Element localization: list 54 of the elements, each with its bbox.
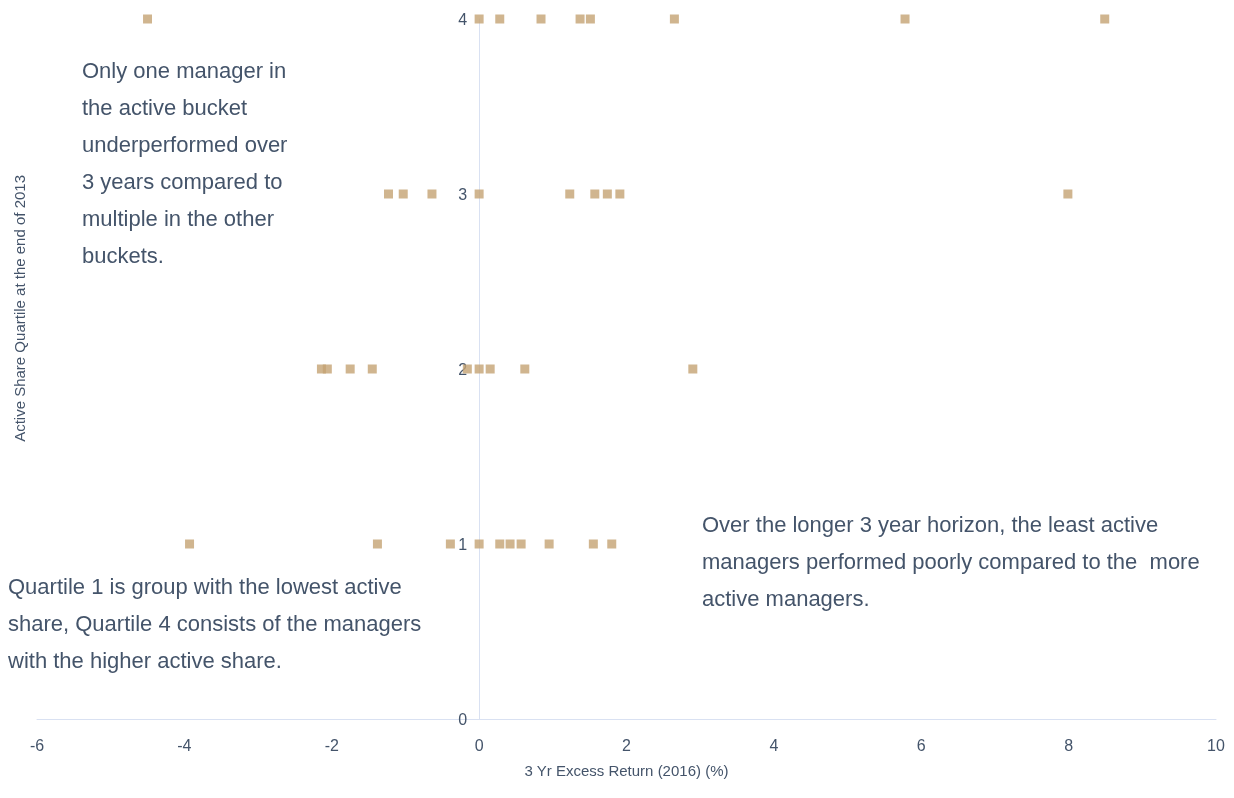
point <box>536 14 546 24</box>
point <box>607 539 617 549</box>
point <box>485 364 495 374</box>
point <box>585 14 595 24</box>
point <box>367 364 377 374</box>
point <box>505 539 515 549</box>
point <box>474 14 484 24</box>
x-tick-label: 10 <box>1207 736 1225 754</box>
x-tick-label: -6 <box>29 736 45 754</box>
point <box>565 189 575 199</box>
x-tick-label: 0 <box>474 736 484 754</box>
point <box>143 14 153 24</box>
point <box>588 539 598 549</box>
point <box>544 539 554 549</box>
annotation: Over the longer 3 year horizon, the least active managers performed poorly compared to the more active managers. <box>702 512 1206 611</box>
y-tick-label: 0 <box>458 710 468 728</box>
point <box>427 189 437 199</box>
point <box>383 189 393 199</box>
point <box>516 539 526 549</box>
point <box>372 539 382 549</box>
y-tick-label: 4 <box>458 10 468 28</box>
point <box>1063 189 1073 199</box>
y-tick-label: 1 <box>458 535 468 553</box>
point <box>495 539 505 549</box>
point <box>185 539 195 549</box>
x-tick-label: -4 <box>177 736 192 754</box>
point <box>495 14 505 24</box>
point <box>445 539 455 549</box>
x-tick-label: 2 <box>622 736 632 754</box>
y-tick-label: 3 <box>458 185 468 203</box>
point <box>602 189 612 199</box>
point <box>398 189 408 199</box>
point <box>900 14 910 24</box>
point <box>474 189 484 199</box>
annotation: Only one manager in the active bucket underperformed over 3 years compared to multiple in the other buckets. <box>82 58 294 268</box>
y-axis-title: Active Share Quartile at the end of 2013 <box>11 174 28 442</box>
point <box>1100 14 1110 24</box>
point <box>688 364 698 374</box>
x-axis-title: 3 Yr Excess Return (2016) (%) <box>524 762 729 779</box>
point <box>590 189 600 199</box>
point <box>615 189 625 199</box>
point <box>669 14 679 24</box>
x-tick-label: 4 <box>769 736 779 754</box>
point <box>474 364 484 374</box>
y-tick-label: 2 <box>458 360 468 378</box>
point <box>322 364 332 374</box>
x-tick-label: 8 <box>1064 736 1074 754</box>
point <box>520 364 530 374</box>
point <box>575 14 585 24</box>
point <box>345 364 355 374</box>
x-tick-label: 6 <box>916 736 926 754</box>
annotation: Quartile 1 is group with the lowest active share, Quartile 4 consists of the managers with the higher active share. <box>7 574 428 673</box>
point <box>474 539 484 549</box>
x-tick-label: -2 <box>324 736 339 754</box>
